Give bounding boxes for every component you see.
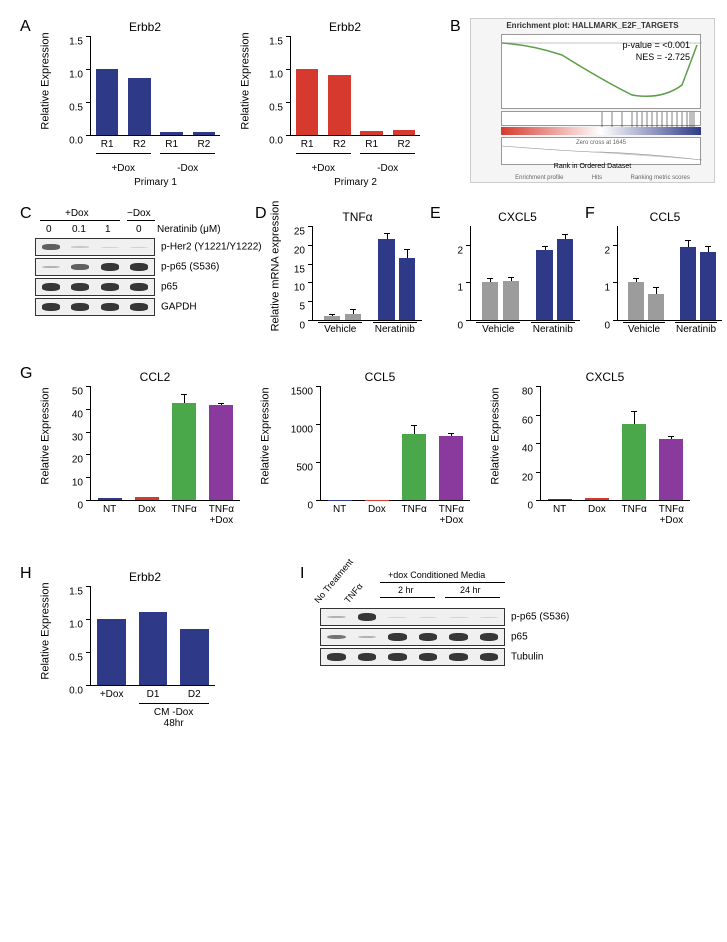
gsea-gradient (501, 127, 701, 135)
wbi-col1: TNFα (342, 581, 364, 605)
panel-f-chart: CCL5 012VehicleNeratinib (605, 210, 725, 321)
y-axis-label: Relative Expression (490, 387, 502, 484)
panel-a-label: A (20, 18, 31, 36)
chart-title: Erbb2 (65, 20, 225, 34)
panel-a-chart1: Erbb2 Relative Expression 0.00.51.01.5R1… (65, 20, 225, 136)
plot-area: 050010001500NTDoxTNFαTNFα +Dox (320, 386, 470, 501)
wb-header: +Dox −Dox 0 0.1 1 0 Neratinib (μM) (35, 210, 230, 238)
panel-g-chart1: CCL2 Relative Expression 01020304050NTDo… (65, 370, 245, 501)
panel-i-westernblot: No Treatment TNFα +dox Conditioned Media… (320, 570, 600, 668)
panel-g-chart2: CCL5 Relative Expression 050010001500NTD… (285, 370, 475, 501)
chart-title: Erbb2 (65, 570, 225, 584)
gsea-enrichment-area: p-value = <0.001 NES = -2.725 (501, 34, 701, 109)
plot-area: 0.00.51.01.5R1R2R1R2+Dox-DoxPrimary 1 (90, 36, 220, 136)
panel-f-label: F (585, 205, 595, 223)
chart-title: CCL5 (605, 210, 725, 224)
y-axis-label: Relative mRNA expression (269, 201, 281, 332)
y-axis-label: Relative Expression (40, 32, 52, 129)
panel-h-chart: Erbb2 Relative Expression 0.00.51.01.5+D… (65, 570, 225, 686)
y-axis-label: Relative Expression (40, 387, 52, 484)
panel-h-label: H (20, 565, 32, 583)
panel-e-chart: CXCL5 012VehicleNeratinib (455, 210, 580, 321)
panel-b-gsea: Enrichment plot: HALLMARK_E2F_TARGETS p-… (470, 18, 715, 183)
panel-d-chart: TNFα Relative mRNA expression 0510152025… (290, 210, 425, 321)
plot-area: 020406080NTDoxTNFαTNFα +Dox (540, 386, 690, 501)
chart-title: TNFα (290, 210, 425, 224)
panel-c-label: C (20, 205, 32, 223)
chart-title: CCL2 (65, 370, 245, 384)
wb-group1: +Dox (65, 208, 89, 219)
wbi-group: +dox Conditioned Media (388, 570, 485, 580)
gsea-legend: Enrichment profile Hits Ranking metric s… (501, 175, 704, 181)
gsea-nes: NES = -2.725 (636, 52, 690, 62)
gsea-xlabel: Rank in Ordered Dataset (554, 163, 631, 170)
gsea-title: Enrichment plot: HALLMARK_E2F_TARGETS (471, 19, 714, 32)
figure: A Erbb2 Relative Expression 0.00.51.01.5… (10, 10, 717, 932)
wb-header: No Treatment TNFα +dox Conditioned Media… (320, 570, 600, 608)
panel-i-label: I (300, 565, 304, 583)
panel-d-label: D (255, 205, 267, 223)
y-axis-label: Relative Expression (40, 582, 52, 679)
panel-a-chart2: Erbb2 Relative Expression 0.00.51.01.5R1… (265, 20, 425, 136)
plot-area: 0.00.51.01.5+DoxD1D2CM -Dox 48hr (90, 586, 215, 686)
dose2: 1 (105, 224, 111, 235)
chart-title: CCL5 (285, 370, 475, 384)
dose0: 0 (46, 224, 52, 235)
panel-g-chart3: CXCL5 Relative Expression 020406080NTDox… (515, 370, 695, 501)
plot-area: 012VehicleNeratinib (617, 226, 722, 321)
plot-area: 01020304050NTDoxTNFαTNFα +Dox (90, 386, 240, 501)
wb-group2: −Dox (127, 208, 151, 219)
chart-title: CXCL5 (515, 370, 695, 384)
panel-c-westernblot: +Dox −Dox 0 0.1 1 0 Neratinib (μM) p-Her… (35, 210, 230, 318)
dose1: 0.1 (72, 224, 86, 235)
chart-title: CXCL5 (455, 210, 580, 224)
gsea-hits (501, 111, 701, 126)
zero-cross: Zero cross at 1645 (576, 140, 626, 146)
dose-label: Neratinib (μM) (157, 224, 221, 235)
wb-rows: p-p65 (S536)p65Tubulin (320, 608, 600, 666)
wbi-sub0: 2 hr (398, 585, 414, 595)
plot-area: 012VehicleNeratinib (470, 226, 580, 321)
gsea-ranked: Zero cross at 1645 (501, 137, 701, 165)
wb-rows: p-Her2 (Y1221/Y1222)p-p65 (S536)p65GAPDH (35, 238, 230, 316)
dose3: 0 (136, 224, 142, 235)
chart-title: Erbb2 (265, 20, 425, 34)
plot-area: 0.00.51.01.5R1R2R1R2+Dox-DoxPrimary 2 (290, 36, 420, 136)
y-axis-label: Relative Expression (240, 32, 252, 129)
gsea-pvalue: p-value = <0.001 (622, 40, 690, 50)
wbi-sub1: 24 hr (460, 585, 481, 595)
panel-e-label: E (430, 205, 441, 223)
panel-b-label: B (450, 18, 461, 36)
y-axis-label: Relative Expression (260, 387, 272, 484)
plot-area: 0510152025VehicleNeratinib (312, 226, 422, 321)
panel-g-label: G (20, 365, 32, 383)
